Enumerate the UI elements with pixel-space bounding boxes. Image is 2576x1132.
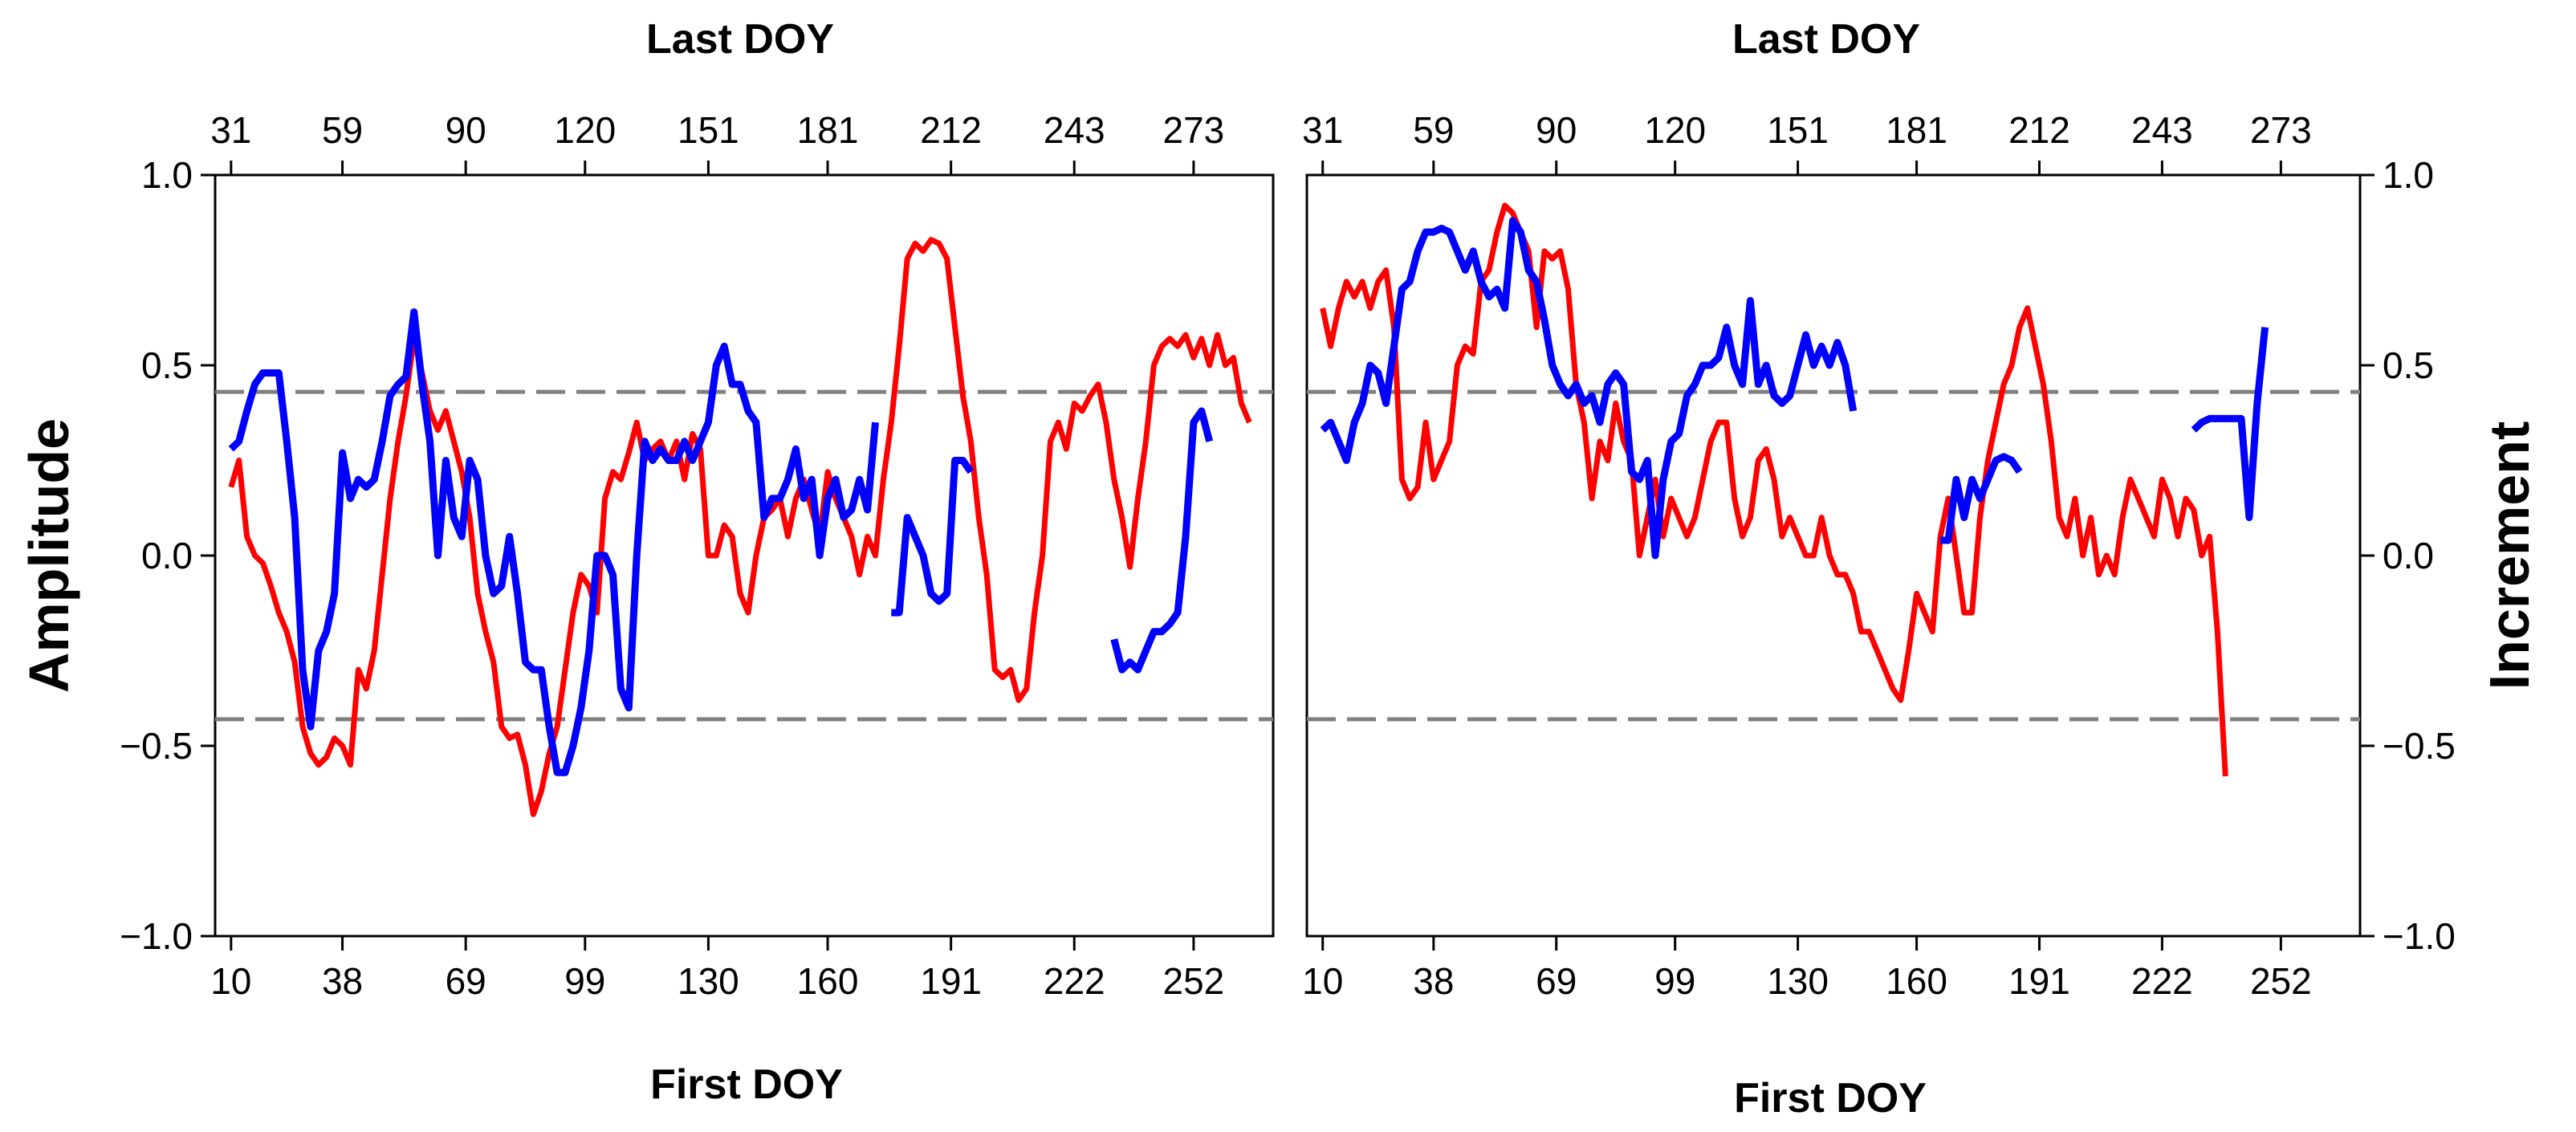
x-tick-label: 252 xyxy=(2250,960,2312,1002)
y-tick-label: 1.0 xyxy=(141,154,193,196)
series-blue-line xyxy=(1940,453,2023,544)
x-tick-label: 10 xyxy=(210,960,251,1002)
series-blue-line xyxy=(891,457,975,617)
x2-tick-label: 151 xyxy=(678,109,739,151)
x2-tick-label: 31 xyxy=(210,109,251,151)
x2-tick-label: 273 xyxy=(2250,109,2312,151)
y-tick-label: −0.5 xyxy=(120,725,193,767)
x-tick-label: 69 xyxy=(446,960,486,1002)
left-y-ticks: −1.0 −0.5 0.0 0.5 1.0 xyxy=(120,154,215,957)
left-threshold-lines xyxy=(215,389,1273,722)
left-x2-axis-title: Last DOY xyxy=(646,16,834,63)
y-tick-label: −1.0 xyxy=(120,915,193,957)
left-x-axis-title: First DOY xyxy=(650,1061,843,1108)
series-blue-line xyxy=(228,308,879,776)
series-blue-line xyxy=(1320,217,1858,560)
y-tick-label: 1.0 xyxy=(2383,154,2434,196)
right-threshold-lines xyxy=(1307,389,2360,722)
series-red-line xyxy=(228,237,1252,817)
x2-tick-label: 90 xyxy=(446,109,486,151)
x-tick-label: 99 xyxy=(564,960,605,1002)
y-tick-label: −1.0 xyxy=(2383,915,2456,957)
x2-tick-label: 212 xyxy=(2008,109,2070,151)
x2-tick-label: 212 xyxy=(920,109,982,151)
right-x2-ticks: 31 59 90 120 151 181 212 243 273 xyxy=(1302,109,2312,175)
x-tick-label: 252 xyxy=(1163,960,1225,1002)
x-tick-label: 10 xyxy=(1302,960,1343,1002)
left-x2-ticks: 31 59 90 120 151 181 212 243 273 xyxy=(210,109,1224,175)
x2-tick-label: 243 xyxy=(1044,109,1105,151)
right-panel: −1.0 −0.5 0.0 0.5 1.0 10 38 69 99 130 160 191 222 25… xyxy=(1302,16,2541,1122)
x-tick-label: 130 xyxy=(678,960,739,1002)
x-tick-label: 69 xyxy=(1536,960,1577,1002)
x2-tick-label: 59 xyxy=(322,109,363,151)
x-tick-label: 222 xyxy=(2131,960,2193,1002)
left-x-ticks: 10 38 69 99 130 160 191 222 252 xyxy=(210,936,1224,1002)
x-tick-label: 160 xyxy=(797,960,859,1002)
x2-tick-label: 181 xyxy=(797,109,859,151)
x-tick-label: 191 xyxy=(920,960,982,1002)
right-y-ticks: −1.0 −0.5 0.0 0.5 1.0 xyxy=(2360,154,2456,957)
x2-tick-label: 59 xyxy=(1413,109,1454,151)
x2-tick-label: 243 xyxy=(2131,109,2193,151)
left-panel: −1.0 −0.5 0.0 0.5 1.0 10 38 69 99 130 160 191 222 25… xyxy=(18,16,1275,1108)
left-y-axis-title: Amplitude xyxy=(18,418,80,693)
x2-tick-label: 151 xyxy=(1767,109,1829,151)
right-x-ticks: 10 38 69 99 130 160 191 222 252 xyxy=(1302,936,2312,1002)
x-tick-label: 38 xyxy=(1413,960,1454,1002)
x-tick-label: 160 xyxy=(1886,960,1947,1002)
series-blue-line xyxy=(2191,327,2269,522)
x2-tick-label: 273 xyxy=(1163,109,1225,151)
right-series xyxy=(1320,202,2269,777)
x2-tick-label: 120 xyxy=(1644,109,1706,151)
x2-tick-label: 120 xyxy=(554,109,616,151)
y-tick-label: 0.0 xyxy=(141,535,193,576)
x-tick-label: 38 xyxy=(322,960,363,1002)
x-tick-label: 130 xyxy=(1767,960,1829,1002)
left-plot-frame xyxy=(214,173,1275,938)
x-tick-label: 222 xyxy=(1044,960,1105,1002)
left-series xyxy=(228,237,1252,817)
right-x2-axis-title: Last DOY xyxy=(1732,16,1920,63)
series-red-line xyxy=(1320,202,2228,777)
x2-tick-label: 31 xyxy=(1302,109,1343,151)
x-tick-label: 99 xyxy=(1654,960,1695,1002)
y-tick-label: 0.0 xyxy=(2383,535,2434,576)
right-x-axis-title: First DOY xyxy=(1734,1075,1927,1122)
x-tick-label: 191 xyxy=(2008,960,2070,1002)
x2-tick-label: 181 xyxy=(1886,109,1947,151)
x2-tick-label: 90 xyxy=(1536,109,1577,151)
right-y-axis-title: Increment xyxy=(2478,421,2541,690)
series-blue-line xyxy=(1110,407,1214,674)
y-tick-label: 0.5 xyxy=(141,344,193,386)
y-tick-label: 0.5 xyxy=(2383,344,2434,386)
y-tick-label: −0.5 xyxy=(2383,725,2456,767)
